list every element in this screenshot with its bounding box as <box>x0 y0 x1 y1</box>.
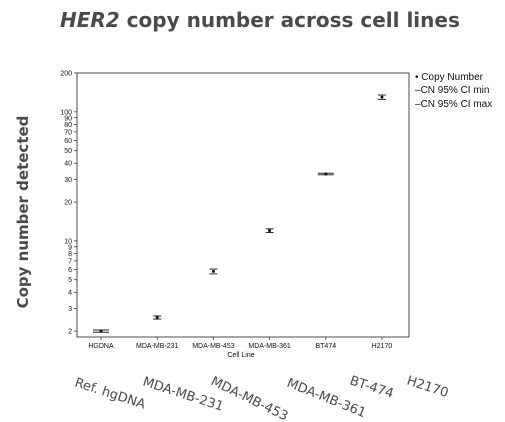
y-tick-label: 9 <box>68 244 72 251</box>
y-tick-label: 10 <box>64 238 72 245</box>
x-tick-label: BT474 <box>315 343 336 350</box>
x-axis-label: Cell Line <box>227 352 254 359</box>
y-tick-label: 100 <box>60 109 72 116</box>
y-tick-label: 3 <box>68 306 72 313</box>
y-tick-label: 8 <box>68 251 72 258</box>
y-tick-label: 6 <box>68 267 72 274</box>
chart-title-rest: copy number across cell lines <box>120 8 460 32</box>
y-tick-label: 2 <box>68 329 72 336</box>
legend-marker-dash: – <box>415 85 421 96</box>
chart-title: HER2 copy number across cell lines <box>60 8 460 32</box>
legend-label: CN 95% CI max <box>421 99 493 110</box>
y-axis-label: Copy number detected <box>14 116 32 309</box>
y-tick-label: 30 <box>64 177 72 184</box>
copy-number-point <box>268 229 272 233</box>
x-tick-label: MDA-MB-361 <box>248 343 291 350</box>
plot-area-frame <box>76 72 410 338</box>
x-tick-label: MDA-MB-453 <box>192 343 235 350</box>
x-axis-ticks: HGDNA MDA-MB-231 MDA-MB-453 MDA-MB-361 BT474… <box>88 337 392 350</box>
legend-item-copy-number: • Copy Number <box>415 72 484 83</box>
legend-item-ci-max: –CN 95% CI max <box>415 99 492 110</box>
rotated-label-h2170: H2170 <box>405 374 450 402</box>
chart-title-gene: HER2 <box>60 8 120 32</box>
legend-label: Copy Number <box>421 72 483 83</box>
y-tick-label: 5 <box>68 277 72 284</box>
y-tick-label: 20 <box>64 200 72 207</box>
data-points <box>93 94 386 333</box>
legend-label: CN 95% CI min <box>421 85 490 96</box>
y-tick-label: 40 <box>64 161 72 168</box>
y-tick-label: 70 <box>64 129 72 136</box>
copy-number-point <box>155 315 159 319</box>
y-tick-label: 200 <box>60 71 72 78</box>
copy-number-point <box>211 269 215 273</box>
y-tick-label: 90 <box>64 115 72 122</box>
rotated-label-bt-474: BT-474 <box>348 374 396 402</box>
legend-marker-dash: – <box>415 99 421 110</box>
legend-marker-dot: • <box>415 72 419 83</box>
copy-number-point <box>324 172 328 176</box>
y-tick-label: 50 <box>64 148 72 155</box>
y-tick-label: 4 <box>68 290 72 297</box>
y-tick-label: 60 <box>64 138 72 145</box>
x-tick-label: HGDNA <box>88 343 114 350</box>
copy-number-point <box>380 95 384 99</box>
copy-number-point <box>99 329 103 333</box>
legend: • Copy Number –CN 95% CI min –CN 95% CI … <box>415 72 492 110</box>
legend-item-ci-min: –CN 95% CI min <box>415 85 489 96</box>
x-tick-label: MDA-MB-231 <box>136 343 179 350</box>
x-tick-label: H2170 <box>372 343 393 350</box>
rotated-label-ref-hgdna: Ref. hgDNA <box>73 376 148 413</box>
y-tick-label: 80 <box>64 122 72 129</box>
y-tick-label: 7 <box>68 258 72 265</box>
